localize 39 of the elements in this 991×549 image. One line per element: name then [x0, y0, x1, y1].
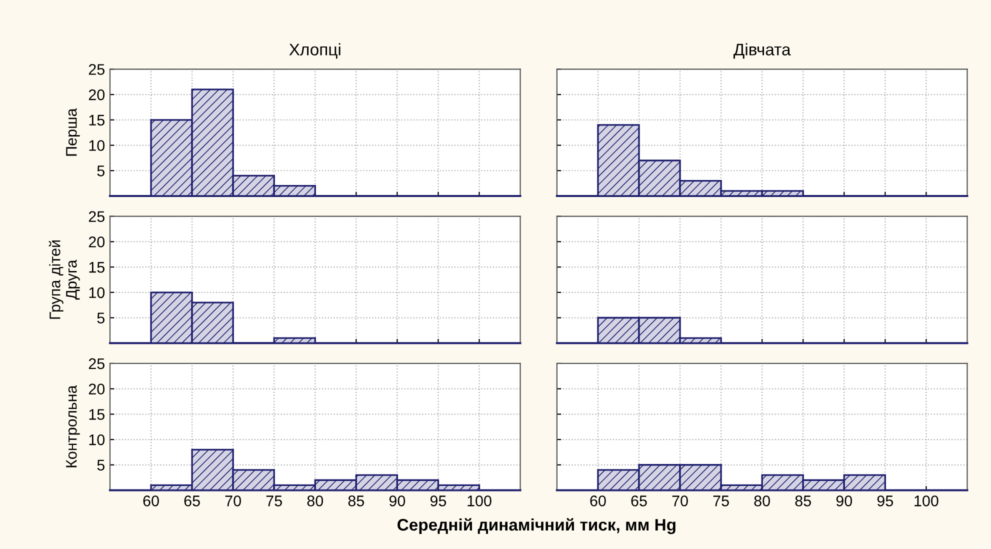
- y-tick-label: 5: [97, 460, 104, 471]
- x-tick-label: 60: [590, 496, 606, 506]
- x-tick-label: 80: [754, 496, 770, 506]
- y-axis-title: Група дітей Друга: [48, 240, 80, 319]
- x-tick-label: 65: [184, 496, 200, 506]
- chart-title: Дівчата: [734, 43, 791, 59]
- x-tick-label: 70: [672, 496, 688, 506]
- x-tick-label: 95: [430, 496, 446, 506]
- x-tick-label: 85: [348, 496, 364, 506]
- x-tick-label: 65: [631, 496, 647, 506]
- x-tick-label: 95: [877, 496, 894, 506]
- x-tick-label: 100: [914, 496, 938, 506]
- x-tick-label: 90: [836, 496, 852, 506]
- x-axis-title: Середній динамічний тиск, мм Hg: [398, 518, 676, 534]
- y-tick-label: 20: [88, 89, 105, 100]
- y-tick-label: 15: [89, 114, 104, 126]
- y-tick-label: 15: [89, 262, 104, 273]
- y-tick-label: 15: [89, 409, 104, 420]
- y-tick-label: 20: [88, 384, 105, 394]
- y-tick-label: 25: [88, 64, 104, 75]
- chart-title: Хлопці: [289, 43, 340, 59]
- y-axis-title: Перша: [66, 108, 80, 156]
- x-tick-label: 100: [468, 496, 492, 506]
- y-tick-label: 5: [97, 166, 104, 176]
- x-tick-label: 90: [389, 496, 406, 506]
- y-tick-label: 10: [89, 140, 105, 151]
- y-tick-label: 10: [89, 434, 105, 446]
- y-tick-label: 20: [88, 236, 105, 248]
- x-tick-label: 70: [225, 496, 241, 506]
- x-tick-label: 85: [795, 496, 811, 506]
- y-tick-label: 25: [88, 211, 104, 222]
- y-axis-title: Контрольна: [66, 385, 80, 468]
- y-tick-label: 5: [97, 312, 104, 324]
- x-tick-label: 80: [307, 496, 324, 506]
- x-tick-label: 75: [713, 496, 729, 506]
- x-tick-label: 60: [143, 496, 159, 506]
- y-tick-label: 25: [88, 358, 104, 370]
- x-tick-label: 75: [266, 496, 282, 506]
- y-tick-label: 10: [89, 287, 105, 298]
